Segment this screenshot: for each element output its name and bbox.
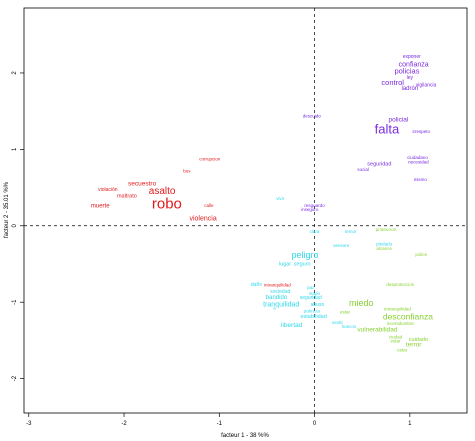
point-label: huecos [342, 324, 357, 329]
point-label: necesidad [408, 160, 429, 165]
point-label: a [273, 305, 276, 310]
point-label: bandido [266, 295, 288, 301]
point-label: falta [375, 122, 400, 137]
point-label: terror [406, 342, 422, 349]
point-label: robo [152, 195, 182, 212]
point-label: maltrato [117, 193, 137, 199]
point-label: cuidado [409, 337, 428, 343]
x-tick-label: -2 [121, 421, 127, 427]
point-label: miedo [349, 298, 374, 308]
point-label: tranquilidad [263, 301, 299, 308]
point-label: clara [310, 229, 320, 234]
y-axis-title: facteur 2 - 35.01 %% [4, 181, 10, 238]
point-label: estabilidad [300, 314, 326, 320]
point-label: ciudadano [407, 155, 428, 160]
point-label: seguridad [367, 161, 391, 167]
point-label: estar [397, 348, 408, 353]
point-label: sociedad [270, 289, 290, 295]
axis-ticks: -3 -2 -1 0 1 -2 -1 0 1 2 [12, 71, 412, 427]
point-label: bus [183, 169, 191, 174]
point-label: control [381, 78, 404, 87]
point-label: estar [391, 338, 402, 343]
point-label: paz [307, 285, 315, 290]
point-label: desconfianza [383, 312, 433, 322]
point-label: ciudad [389, 335, 403, 340]
point-label: proteccion [376, 227, 397, 232]
y-tick-label: 0 [12, 223, 18, 227]
point-label: mismo [414, 177, 428, 182]
x-tick-label: -1 [217, 421, 223, 427]
point-label: stado [309, 291, 321, 296]
point-label: daño [251, 282, 262, 288]
point-label: seguridad [300, 295, 322, 301]
point-label: peligro [292, 250, 319, 260]
x-tick-label: 1 [408, 421, 412, 427]
point-label: descuido [303, 114, 322, 119]
point-label: intranquilidad [384, 306, 411, 311]
reference-lines [24, 8, 467, 413]
point-label: temor [345, 229, 357, 234]
point-label: policial [388, 116, 408, 123]
point-label: sentir [332, 320, 344, 325]
point-label: muerte [91, 203, 110, 209]
point-labels: exponerconfianzapoliciasleycontrolladrón… [91, 54, 437, 352]
point-label: intranquilidad [264, 283, 291, 288]
point-label: corrupcion [199, 156, 221, 161]
point-label: policias [394, 66, 419, 75]
point-label: social [357, 167, 369, 172]
point-label: asalto [149, 186, 176, 197]
point-label: secuestro [128, 180, 157, 187]
point-label: violencia [189, 216, 216, 223]
point-label: alcance [376, 246, 392, 251]
point-label: desproteccion [386, 282, 415, 287]
x-tick-label: -3 [26, 421, 32, 427]
y-tick-label: -1 [12, 299, 18, 305]
point-label: libertad [281, 322, 303, 329]
point-label: sensore [333, 243, 350, 248]
point-label: pitufado [376, 241, 393, 246]
point-label: seguro [294, 261, 311, 267]
point-label: lugar [279, 261, 291, 267]
x-axis-title: facteur 1 - 38 %% [221, 433, 269, 439]
point-label: vulnerabilidad [357, 326, 397, 333]
point-label: violación [98, 187, 118, 193]
point-label: ley [407, 75, 414, 81]
point-label: vivir [276, 196, 284, 201]
point-label: exponer [403, 54, 421, 60]
point-label: police [415, 252, 427, 257]
point-label: abuso [311, 302, 325, 308]
point-label: estar [340, 309, 351, 314]
point-label: irrespeto [413, 129, 431, 134]
point-label: calle [204, 203, 214, 208]
y-tick-label: -2 [12, 375, 18, 381]
y-tick-label: 1 [12, 147, 18, 151]
point-label: pobreza [304, 309, 321, 314]
point-label: incertidumbre [387, 321, 415, 326]
y-tick-label: 2 [12, 71, 18, 75]
plot-frame [23, 7, 468, 414]
point-label: resguardo [304, 203, 325, 208]
point-label: vigilancia [416, 83, 437, 89]
point-label: confianza [399, 61, 429, 68]
point-label: inseguro [301, 207, 319, 212]
x-tick-label: 0 [313, 421, 317, 427]
point-label: ladrón [401, 86, 418, 92]
